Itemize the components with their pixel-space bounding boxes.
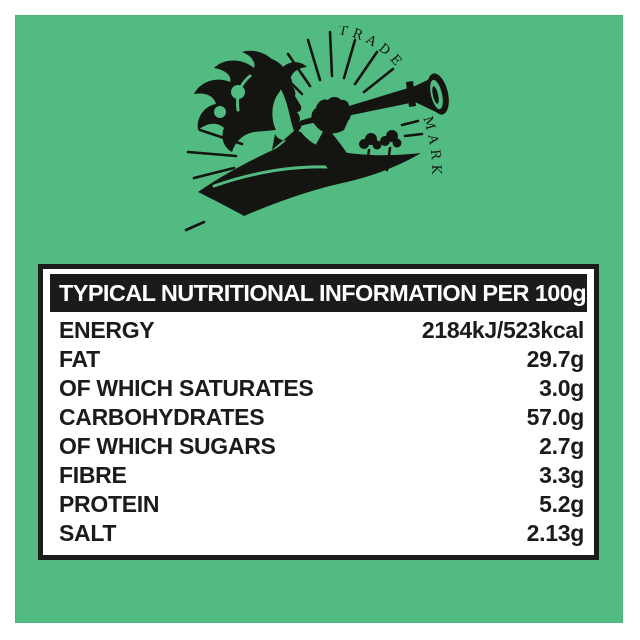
row-label: PROTEIN [59, 491, 160, 517]
table-row: FIBRE 3.3g [59, 461, 584, 490]
row-label: OF WHICH SUGARS [59, 433, 276, 459]
table-row: OF WHICH SATURATES 3.0g [59, 374, 584, 403]
row-value: 3.3g [539, 462, 584, 488]
table-row: PROTEIN 5.2g [59, 490, 584, 519]
row-label: CARBOHYDRATES [59, 404, 265, 430]
table-row: SALT 2.13g [59, 519, 584, 548]
table-row: ENERGY 2184kJ/523kcal [59, 316, 584, 345]
row-value: 5.2g [539, 491, 584, 517]
table-header: TYPICAL NUTRITIONAL INFORMATION PER 100g [50, 274, 587, 312]
herald-face-icon [252, 57, 302, 150]
row-value: 2.13g [526, 520, 585, 546]
row-label: FAT [59, 346, 100, 372]
row-label: OF WHICH SATURATES [59, 375, 314, 401]
trumpeter-logo: TRADE MARK [184, 26, 449, 232]
nutrition-table: TYPICAL NUTRITIONAL INFORMATION PER 100g… [38, 264, 599, 560]
table-row: CARBOHYDRATES 57.0g [59, 403, 584, 432]
herald-hand-icon [311, 97, 351, 134]
table-row: OF WHICH SUGARS 2.7g [59, 432, 584, 461]
table-row: FAT 29.7g [59, 345, 584, 374]
row-label: FIBRE [59, 462, 127, 488]
herald-arm-icon [314, 126, 352, 184]
row-value: 2.7g [539, 433, 584, 459]
row-value: 3.0g [539, 375, 584, 401]
trees-icon [359, 130, 402, 174]
row-value: 2184kJ/523kcal [421, 317, 584, 343]
mark-text: MARK [419, 115, 443, 179]
herald-shoulders-icon [198, 130, 421, 216]
row-label: SALT [59, 520, 117, 546]
table-rows: ENERGY 2184kJ/523kcal FAT 29.7g OF WHICH… [50, 312, 587, 548]
row-value: 57.0g [526, 404, 585, 430]
row-value: 29.7g [526, 346, 585, 372]
row-label: ENERGY [59, 317, 155, 343]
